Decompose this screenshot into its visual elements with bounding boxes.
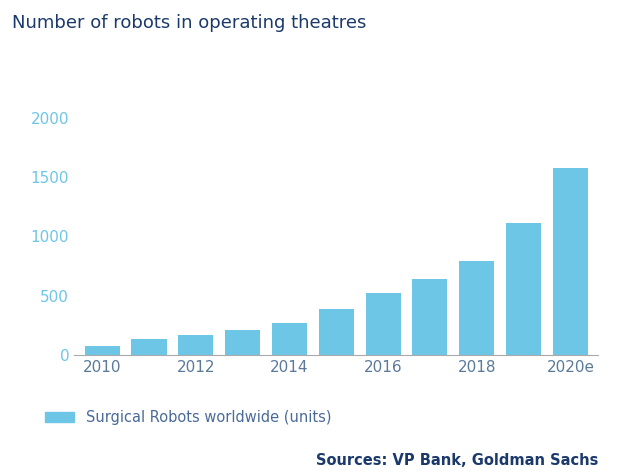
Bar <box>272 323 307 355</box>
Legend: Surgical Robots worldwide (units): Surgical Robots worldwide (units) <box>39 404 337 431</box>
Text: Sources: VP Bank, Goldman Sachs: Sources: VP Bank, Goldman Sachs <box>316 453 598 468</box>
Bar <box>365 293 400 355</box>
Bar <box>459 261 494 355</box>
Bar <box>85 346 120 355</box>
Text: Number of robots in operating theatres: Number of robots in operating theatres <box>12 14 366 32</box>
Bar <box>553 168 588 355</box>
Bar <box>506 224 541 355</box>
Bar <box>412 279 447 355</box>
Bar <box>178 335 213 355</box>
Bar <box>131 340 167 355</box>
Bar <box>319 308 354 355</box>
Bar <box>225 330 260 355</box>
